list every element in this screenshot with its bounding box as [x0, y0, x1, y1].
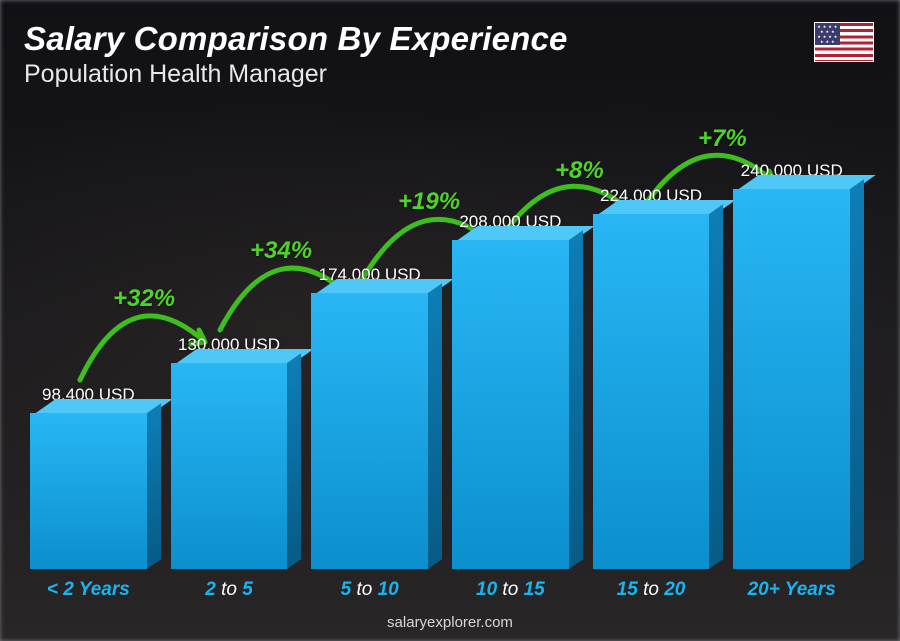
- growth-label: +32%: [113, 285, 175, 313]
- x-axis-labels: < 2 Years 2 to 5 5 to 10 10 to 15 15 to 20 20…: [30, 579, 850, 601]
- us-flag-icon: [814, 22, 874, 62]
- x-axis-label: 10 to 15: [452, 579, 569, 601]
- chart-container: Salary Comparison By Experience Populati…: [0, 0, 900, 641]
- bar: [311, 293, 428, 569]
- bar-column: 130,000 USD: [171, 335, 288, 569]
- x-axis-label: 20+ Years: [733, 579, 850, 601]
- bar-column: 224,000 USD: [593, 186, 710, 569]
- growth-label: +19%: [398, 188, 460, 216]
- bar-column: 98,400 USD: [30, 385, 147, 569]
- page-title: Salary Comparison By Experience: [24, 20, 876, 58]
- bar-column: 240,000 USD: [733, 161, 850, 569]
- growth-label: +7%: [698, 125, 747, 153]
- x-axis-label: < 2 Years: [30, 579, 147, 601]
- bar-chart: 98,400 USD130,000 USD174,000 USD208,000 …: [30, 110, 850, 569]
- bar: [593, 214, 710, 569]
- x-axis-label: 2 to 5: [171, 579, 288, 601]
- footer-credit: salaryexplorer.com: [0, 614, 900, 631]
- bar: [452, 240, 569, 569]
- x-axis-label: 5 to 10: [311, 579, 428, 601]
- bar: [171, 363, 288, 569]
- header: Salary Comparison By Experience Populati…: [24, 20, 876, 89]
- x-axis-label: 15 to 20: [593, 579, 710, 601]
- bar-column: 174,000 USD: [311, 265, 428, 569]
- page-subtitle: Population Health Manager: [24, 60, 876, 89]
- bar: [733, 189, 850, 569]
- bar-column: 208,000 USD: [452, 212, 569, 569]
- bar: [30, 413, 147, 569]
- growth-label: +8%: [555, 157, 604, 185]
- growth-label: +34%: [250, 237, 312, 265]
